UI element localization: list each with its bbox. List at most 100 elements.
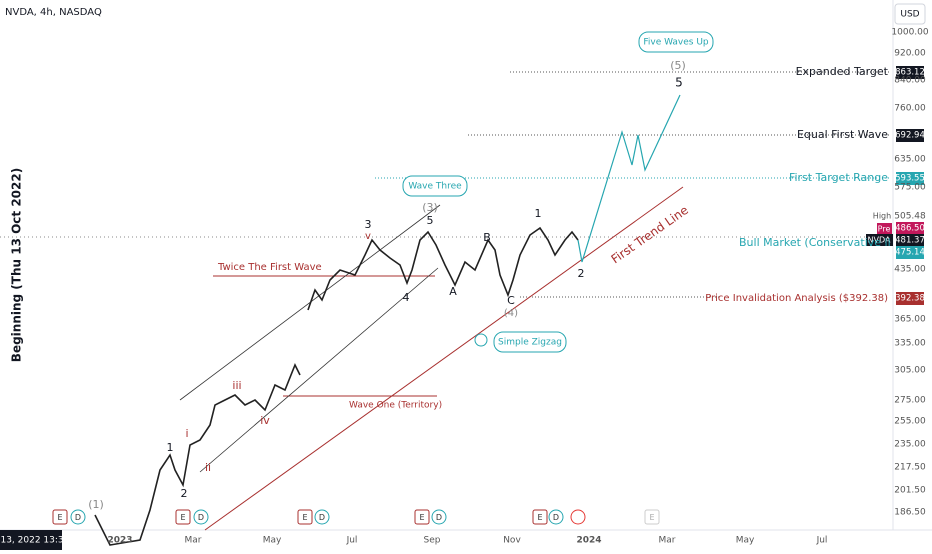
- price-axis-label: 760.00: [894, 104, 926, 114]
- channel-lower: [199, 267, 439, 473]
- price-badge: [896, 129, 924, 142]
- annotation: Wave One (Territory): [349, 401, 442, 411]
- time-axis-label: Mar: [185, 536, 202, 546]
- annotation: 5: [427, 214, 434, 227]
- annotation: (3): [422, 201, 438, 214]
- time-axis-label: May: [263, 536, 282, 546]
- annotation: iv: [260, 414, 270, 427]
- price-badge-label: 863.12: [895, 68, 925, 78]
- time-axis-label: Jul: [346, 536, 358, 546]
- time-axis-label: Nov: [503, 536, 521, 546]
- price-axis-label: 435.00: [894, 265, 926, 275]
- annotation: i: [185, 427, 188, 440]
- annotation: 1: [167, 441, 174, 454]
- price-badge: [896, 222, 924, 235]
- event-icon[interactable]: [314, 509, 330, 525]
- annotation: Bull Market (Conservative ll: [739, 236, 891, 249]
- annotation: 4: [403, 291, 410, 304]
- event-icon[interactable]: [414, 509, 430, 525]
- event-label: E: [419, 513, 424, 522]
- split-icon[interactable]: [570, 509, 586, 525]
- projection-path: [577, 94, 681, 263]
- price-axis-label: 201.50: [894, 486, 926, 496]
- price-axis-label: 635.00: [894, 155, 926, 165]
- event-icon[interactable]: [70, 509, 86, 525]
- cursor-time: c 13, 2022 13:30: [0, 536, 70, 546]
- pre-tag: Pre: [878, 225, 891, 234]
- price-badge: [896, 246, 924, 259]
- annotation: Wave Three: [408, 182, 462, 192]
- event-icon[interactable]: [548, 509, 564, 525]
- price-axis-label: 335.00: [894, 339, 926, 349]
- event-icon[interactable]: [644, 509, 660, 525]
- pre-tag-box: [877, 223, 892, 235]
- annotation: C: [507, 294, 515, 307]
- event-icon[interactable]: [193, 509, 209, 525]
- price-badge-label: 692.94: [895, 131, 925, 141]
- currency-button[interactable]: [894, 3, 926, 25]
- currency-label: USD: [900, 10, 919, 20]
- time-axis-label: Sep: [424, 536, 441, 546]
- event-label: E: [57, 513, 62, 522]
- price-axis-label: 186.50: [894, 508, 926, 518]
- price-axis-label: 920.00: [894, 49, 926, 59]
- annotation: Equal First Wave: [797, 128, 888, 141]
- price-badge-label: 475.14: [895, 248, 925, 258]
- annotation: Price Invalidation Analysis ($392.38): [705, 293, 888, 304]
- annotation: Expanded Target: [796, 65, 889, 78]
- event-label: D: [436, 513, 442, 522]
- event-icon[interactable]: [52, 509, 68, 525]
- callout-box: [638, 31, 714, 53]
- event-label: E: [649, 513, 654, 522]
- event-label: D: [75, 513, 81, 522]
- price-axis-label: 217.50: [894, 463, 926, 473]
- annotation: (5): [670, 59, 686, 72]
- price-badge-label: 481.37: [895, 236, 925, 246]
- high-label: High: [873, 212, 891, 221]
- annotation: Simple Zigzag: [498, 338, 562, 348]
- annotation: 2: [181, 487, 188, 500]
- annotation: 3: [365, 218, 372, 231]
- price-axis-label: 840.00: [894, 76, 926, 86]
- price-badge: [896, 172, 924, 185]
- price-badge: [896, 292, 924, 305]
- trend-line: [204, 186, 684, 531]
- annotation: First Target Range: [789, 171, 888, 184]
- symbol-header: NVDA, 4h, NASDAQ: [5, 7, 102, 18]
- side-title: Beginning (Thu 13 Oct 2022): [10, 168, 24, 362]
- annotation: ii: [205, 461, 211, 474]
- price-badge: [896, 234, 924, 247]
- price-badge-label: 593.55: [895, 174, 925, 184]
- time-axis-label: 2023: [107, 536, 132, 546]
- event-label: E: [537, 513, 542, 522]
- price-badge: [896, 66, 924, 79]
- event-label: E: [302, 513, 307, 522]
- annotation: B: [483, 231, 491, 244]
- idea-icon: [474, 333, 488, 347]
- time-axis-label: Mar: [659, 536, 676, 546]
- time-axis-label: May: [736, 536, 755, 546]
- price-axis-label: 255.00: [894, 417, 926, 427]
- price-axis-label: 305.00: [894, 366, 926, 376]
- annotation: 2: [578, 267, 585, 280]
- event-label: D: [198, 513, 204, 522]
- event-icon[interactable]: [431, 509, 447, 525]
- event-label: D: [319, 513, 325, 522]
- event-icon[interactable]: [297, 509, 313, 525]
- annotation: v: [365, 231, 371, 242]
- price-axis-label: 1000.00: [891, 28, 928, 38]
- time-axis-label: Jul: [816, 536, 828, 546]
- event-icon[interactable]: [532, 509, 548, 525]
- price-line: [94, 363, 301, 546]
- price-axis-label: 505.48: [894, 212, 926, 222]
- callout-box: [402, 175, 468, 197]
- price-line: [307, 226, 579, 311]
- symbol-tag-box: [866, 234, 893, 246]
- price-axis-label: 235.00: [894, 440, 926, 450]
- annotation: (4): [504, 308, 518, 319]
- event-icon[interactable]: [175, 509, 191, 525]
- event-label: D: [553, 513, 559, 522]
- annotation: iii: [232, 379, 241, 392]
